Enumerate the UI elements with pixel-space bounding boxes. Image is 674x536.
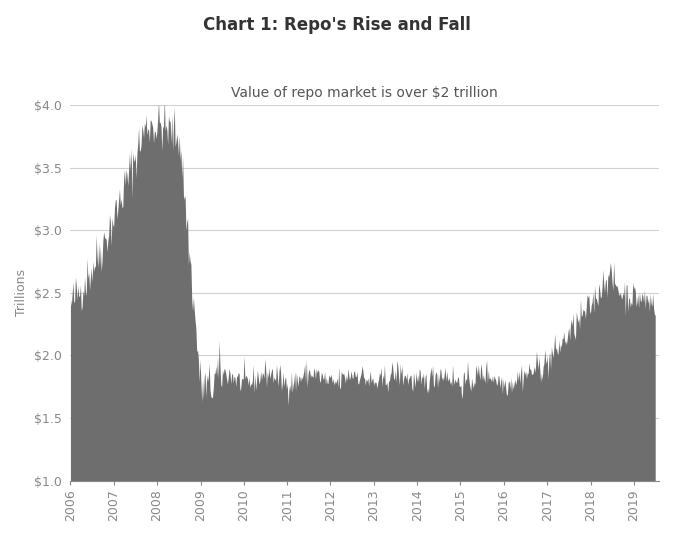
- Title: Value of repo market is over $2 trillion: Value of repo market is over $2 trillion: [231, 86, 498, 100]
- Y-axis label: Trillions: Trillions: [15, 269, 28, 316]
- Text: Chart 1: Repo's Rise and Fall: Chart 1: Repo's Rise and Fall: [203, 16, 471, 34]
